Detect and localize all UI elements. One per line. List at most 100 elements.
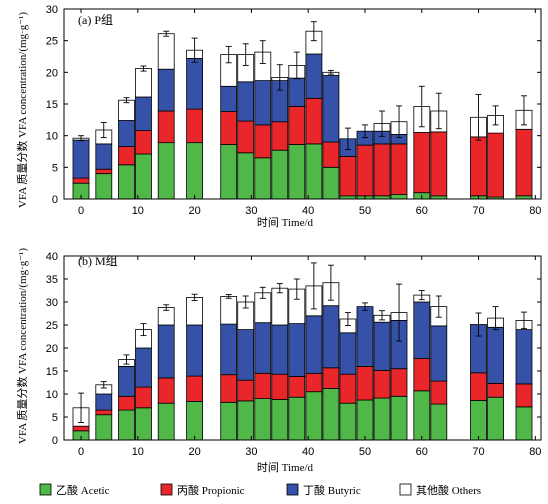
panel-b-bar-acetic-16 xyxy=(390,395,408,441)
panel-b-ytick-label-0: 0 xyxy=(52,435,58,447)
panel-a-xtick-label-60: 60 xyxy=(416,205,428,217)
panel-b-bar-acetic-14 xyxy=(356,399,374,441)
legend-label-others: 其他酸 Others xyxy=(416,483,481,497)
panel-b-bar-butyric-20 xyxy=(487,326,505,384)
panel-a-bar-propionic-14 xyxy=(356,144,374,197)
panel-b-bar-propionic-9 xyxy=(271,373,289,400)
panel-b-bar-butyric-13 xyxy=(339,332,357,375)
panel-a-bar-propionic-4 xyxy=(157,110,175,144)
panel-b-bar-propionic-3 xyxy=(135,386,152,409)
panel-b-xtick-label-20: 20 xyxy=(188,446,200,458)
panel-a-bar-propionic-20 xyxy=(487,132,505,198)
panel-b-label: (b) M组 xyxy=(78,254,118,268)
panel-b-bar-propionic-1 xyxy=(95,409,113,416)
panel-b-bar-acetic-17 xyxy=(413,390,431,441)
panel-a-bar-others-3 xyxy=(135,68,152,98)
panel-b-bar-butyric-17 xyxy=(413,301,431,359)
panel-a-bar-butyric-12 xyxy=(322,75,340,143)
panel-b-bar-propionic-5 xyxy=(186,375,204,402)
panel-b-bar-others-5 xyxy=(186,296,204,326)
panel-b-bar-propionic-17 xyxy=(413,358,431,392)
panel-b-bar-propionic-20 xyxy=(487,382,505,398)
panel-a-xtick-label-40: 40 xyxy=(302,205,314,217)
legend-swatch-propionic xyxy=(160,483,173,496)
panel-a-ytick-label-30: 30 xyxy=(46,4,58,16)
panel-b-ytick-label-5: 5 xyxy=(52,412,58,424)
panel-b-xtick-label-50: 50 xyxy=(359,446,371,458)
panel-a-bar-acetic-7 xyxy=(237,152,255,200)
panel-b-bar-acetic-11 xyxy=(305,391,323,441)
panel-b-bar-acetic-18 xyxy=(430,403,448,441)
legend-swatch-butyric xyxy=(286,483,299,496)
panel-b-ytick-label-40: 40 xyxy=(46,251,58,263)
panel-b-bar-propionic-2 xyxy=(118,395,135,411)
panel-a-bar-butyric-0 xyxy=(72,139,90,179)
legend-label-butyric: 丁酸 Butyric xyxy=(303,483,361,497)
panel-a-bar-butyric-10 xyxy=(288,77,306,107)
panel-b-ytick-label-10: 10 xyxy=(46,389,58,401)
panel-a-xtick-label-70: 70 xyxy=(472,205,484,217)
panel-b-bar-propionic-8 xyxy=(254,372,272,399)
panel-b-ytick-label-25: 25 xyxy=(46,320,58,332)
panel-a-bar-acetic-5 xyxy=(186,142,204,200)
panel-b-bar-butyric-12 xyxy=(322,305,340,369)
panel-b-bar-propionic-18 xyxy=(430,380,448,405)
panel-a-bar-others-2 xyxy=(118,99,135,121)
panel-a-ytick-label-15: 15 xyxy=(46,99,58,111)
panel-b-bar-acetic-6 xyxy=(220,401,238,441)
panel-a-bar-acetic-3 xyxy=(135,153,152,200)
panel-a-bar-propionic-1 xyxy=(95,168,113,174)
panel-a-bar-acetic-11 xyxy=(305,143,323,200)
panel-b-xtick-label-0: 0 xyxy=(78,446,84,458)
panel-b-bar-butyric-10 xyxy=(288,323,306,377)
panel-a-bar-propionic-10 xyxy=(288,106,306,145)
panel-b-bar-propionic-13 xyxy=(339,373,357,404)
panel-b-bar-butyric-9 xyxy=(271,324,289,375)
panel-b-xtick-label-80: 80 xyxy=(529,446,541,458)
panel-b-bar-propionic-16 xyxy=(390,368,408,397)
panel-a-bar-butyric-3 xyxy=(135,96,152,131)
panel-b-xtick-label-30: 30 xyxy=(245,446,257,458)
panel-b-bar-butyric-1 xyxy=(95,393,113,411)
panel-b-bar-butyric-5 xyxy=(186,324,204,377)
panel-b-xtick-label-10: 10 xyxy=(132,446,144,458)
panel-a-bar-propionic-7 xyxy=(237,120,255,154)
legend-label-propionic: 丙酸 Propionic xyxy=(177,483,245,497)
panel-a-bar-propionic-15 xyxy=(373,143,391,197)
panel-b-bar-propionic-19 xyxy=(470,372,487,401)
panel-b-bar-propionic-15 xyxy=(373,370,391,399)
panel-b-bar-butyric-21 xyxy=(515,329,533,385)
panel-a-bar-butyric-6 xyxy=(220,85,238,113)
panel-a-bar-acetic-16 xyxy=(390,194,408,200)
panel-a-bar-acetic-8 xyxy=(254,157,272,200)
panel-b-bar-propionic-6 xyxy=(220,374,238,403)
panel-a-bar-acetic-12 xyxy=(322,166,340,200)
panel-a-ytick-label-20: 20 xyxy=(46,67,58,79)
panel-b-bar-acetic-3 xyxy=(135,407,152,441)
panel-a-bar-propionic-0 xyxy=(72,177,90,184)
panel-b-bar-acetic-10 xyxy=(288,396,306,441)
legend: 乙酸 Acetic 丙酸 Propionic 丁酸 Butyric 其他酸 Ot… xyxy=(39,483,481,497)
panel-b-ylabel: VFA 质量分数 VFA concentration/(mg·g⁻¹) xyxy=(16,248,29,444)
panel-b-bar-butyric-11 xyxy=(305,315,323,374)
panel-b-bar-acetic-19 xyxy=(470,399,487,441)
panel-a-ytick-label-0: 0 xyxy=(52,194,58,206)
panel-a-bar-propionic-13 xyxy=(339,156,357,197)
panel-b-ytick-label-15: 15 xyxy=(46,366,58,378)
panel-a-xtick-label-20: 20 xyxy=(188,205,200,217)
panel-b-bar-propionic-14 xyxy=(356,365,374,401)
panel-b-bar-butyric-15 xyxy=(373,321,391,371)
panel-a-bar-butyric-5 xyxy=(186,58,204,110)
panel-b-bar-acetic-8 xyxy=(254,398,272,441)
panel-b-bar-butyric-2 xyxy=(118,365,135,397)
panel-a-bar-propionic-2 xyxy=(118,145,135,166)
panel-b-bar-propionic-11 xyxy=(305,372,323,393)
legend-swatch-others xyxy=(399,483,412,496)
legend-label-acetic: 乙酸 Acetic xyxy=(56,483,110,497)
panel-a-bar-butyric-4 xyxy=(157,68,175,112)
panel-a-bar-propionic-21 xyxy=(515,128,533,197)
panel-a-bar-others-4 xyxy=(157,33,175,70)
panel-a-bar-butyric-1 xyxy=(95,143,113,170)
legend-swatch-acetic xyxy=(39,483,52,496)
